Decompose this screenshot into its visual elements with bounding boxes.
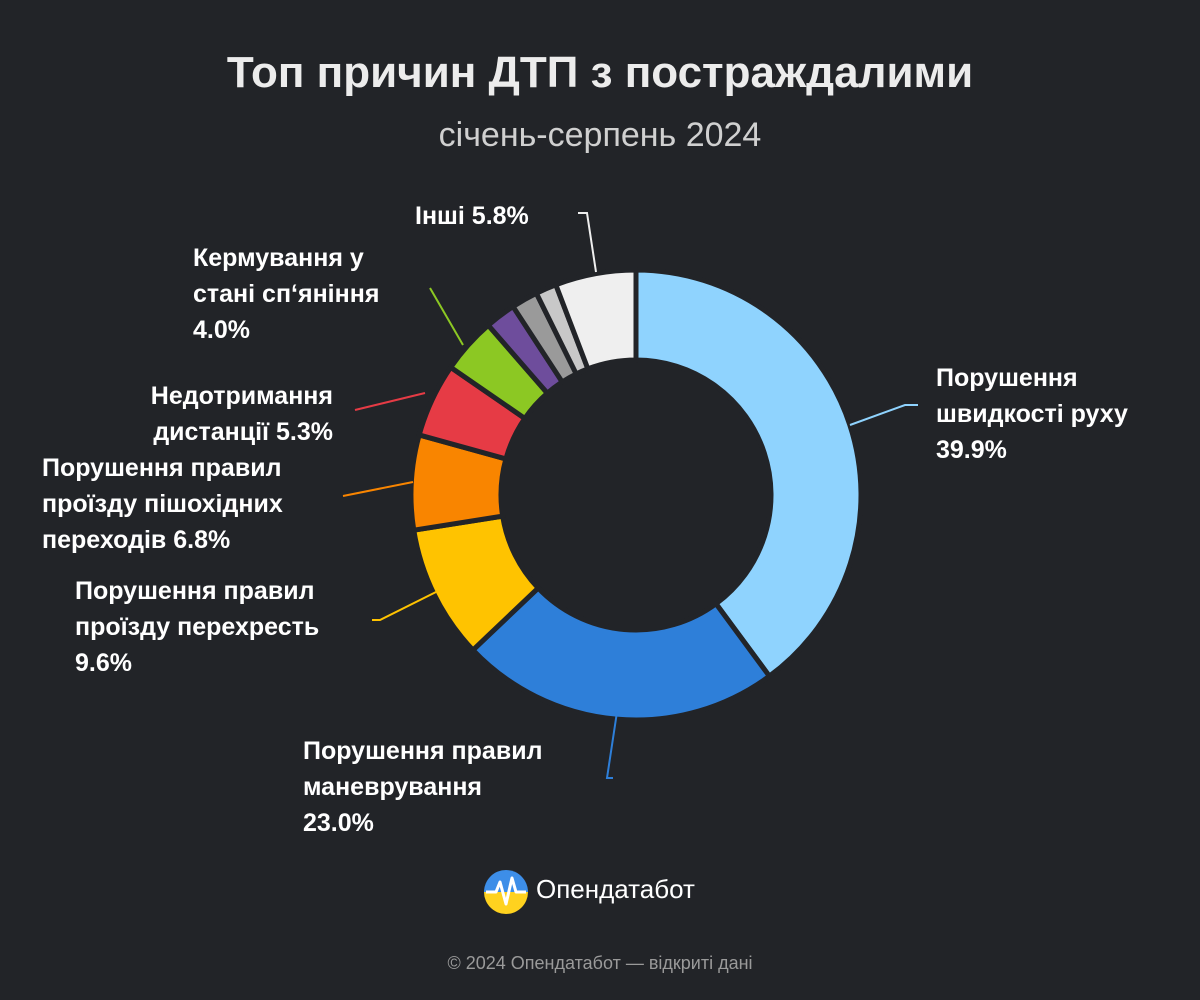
logo-text: Опендатабот — [536, 874, 695, 904]
data-label: Недотримання дистанції 5.3% — [103, 378, 333, 450]
value-label: 5.3% — [276, 418, 333, 446]
data-label: Порушення швидкості руху 39.9% — [936, 360, 1166, 468]
category-name: Інші — [415, 202, 465, 230]
donut-segment — [633, 267, 864, 679]
category-name: Порушення правил маневрування — [303, 737, 543, 801]
value-label: 23.0% — [303, 809, 374, 837]
data-label: Кермування у стані сп‘яніння 4.0% — [193, 240, 423, 348]
category-name: Порушення правил проїзду перехресть — [75, 577, 320, 641]
value-label: 9.6% — [75, 649, 132, 677]
logo-icon — [484, 870, 528, 914]
leader-line — [372, 591, 437, 621]
donut-segment — [470, 585, 772, 723]
data-label: Порушення правил маневрування 23.0% — [303, 733, 593, 841]
leader-line — [605, 711, 618, 779]
data-label: Інші 5.8% — [415, 198, 615, 234]
chart-title: Топ причин ДТП з постраждалими — [226, 48, 974, 97]
footer: © 2024 Опендатабот — відкриті дані — [447, 953, 753, 973]
value-label: 5.8% — [471, 202, 529, 230]
category-name: Кермування у стані сп‘яніння — [193, 244, 380, 308]
value-label: 39.9% — [936, 436, 1007, 464]
leader-line — [429, 287, 464, 346]
data-label: Порушення правил проїзду пішохідних пере… — [42, 450, 342, 558]
category-name: Порушення швидкості руху — [936, 364, 1128, 428]
value-label: 4.0% — [193, 316, 250, 344]
category-name: Порушення правил проїзду пішохідних пере… — [42, 454, 283, 554]
leader-line — [342, 481, 414, 497]
data-label: Порушення правил проїзду перехресть 9.6% — [75, 573, 325, 681]
value-label: 6.8% — [173, 526, 231, 554]
leader-line — [354, 392, 426, 411]
category-name: Недотримання дистанції — [150, 382, 333, 446]
leader-line — [849, 404, 918, 426]
donut-segment — [553, 267, 639, 372]
chart-subtitle: січень-серпень 2024 — [438, 116, 762, 154]
leader-line — [578, 212, 597, 273]
